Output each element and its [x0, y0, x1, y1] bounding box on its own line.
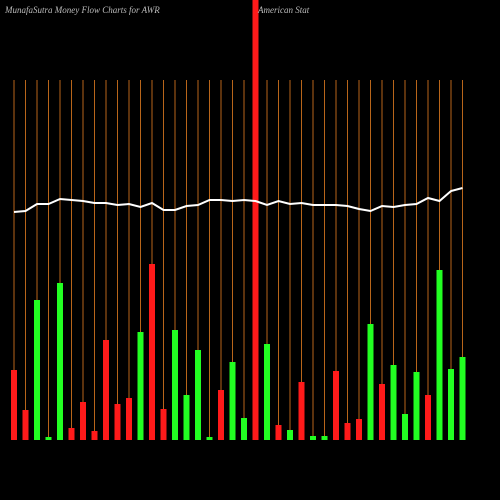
- bar: [344, 423, 351, 440]
- bar: [390, 365, 397, 440]
- bar: [91, 431, 98, 440]
- chart-title: MunafaSutra Money Flow Charts for AWR: [4, 5, 160, 15]
- bar: [264, 344, 270, 440]
- bar: [287, 430, 293, 440]
- bar: [149, 264, 155, 440]
- bar: [402, 414, 408, 440]
- bar: [126, 398, 132, 440]
- bar: [172, 330, 178, 440]
- bar: [425, 395, 431, 440]
- bar: [11, 370, 17, 440]
- bar: [114, 404, 121, 440]
- bar: [68, 428, 75, 440]
- bar: [22, 410, 29, 440]
- bar: [45, 437, 52, 440]
- bar: [218, 390, 224, 440]
- bar: [275, 425, 282, 440]
- bar: [333, 371, 339, 440]
- bar: [206, 437, 213, 440]
- bar: [436, 270, 443, 440]
- bar: [241, 418, 247, 440]
- bar: [160, 409, 167, 440]
- bar: [195, 350, 201, 440]
- bar: [80, 402, 86, 440]
- bar: [103, 340, 109, 440]
- bar: [229, 362, 236, 440]
- bar: [137, 332, 144, 440]
- bar: [367, 324, 374, 440]
- bar: [310, 436, 316, 440]
- flow-line: [13, 187, 463, 213]
- bar: [379, 384, 385, 440]
- bar: [183, 395, 190, 440]
- bar: [356, 419, 362, 440]
- bar: [321, 436, 328, 440]
- bar: [459, 357, 466, 440]
- bar: [298, 382, 305, 440]
- bar: [413, 372, 420, 440]
- bar: [252, 0, 259, 440]
- chart-subtitle: American Stat: [257, 5, 310, 15]
- bars: [11, 0, 466, 440]
- bar: [34, 300, 40, 440]
- bar: [448, 369, 454, 440]
- bar: [57, 283, 63, 440]
